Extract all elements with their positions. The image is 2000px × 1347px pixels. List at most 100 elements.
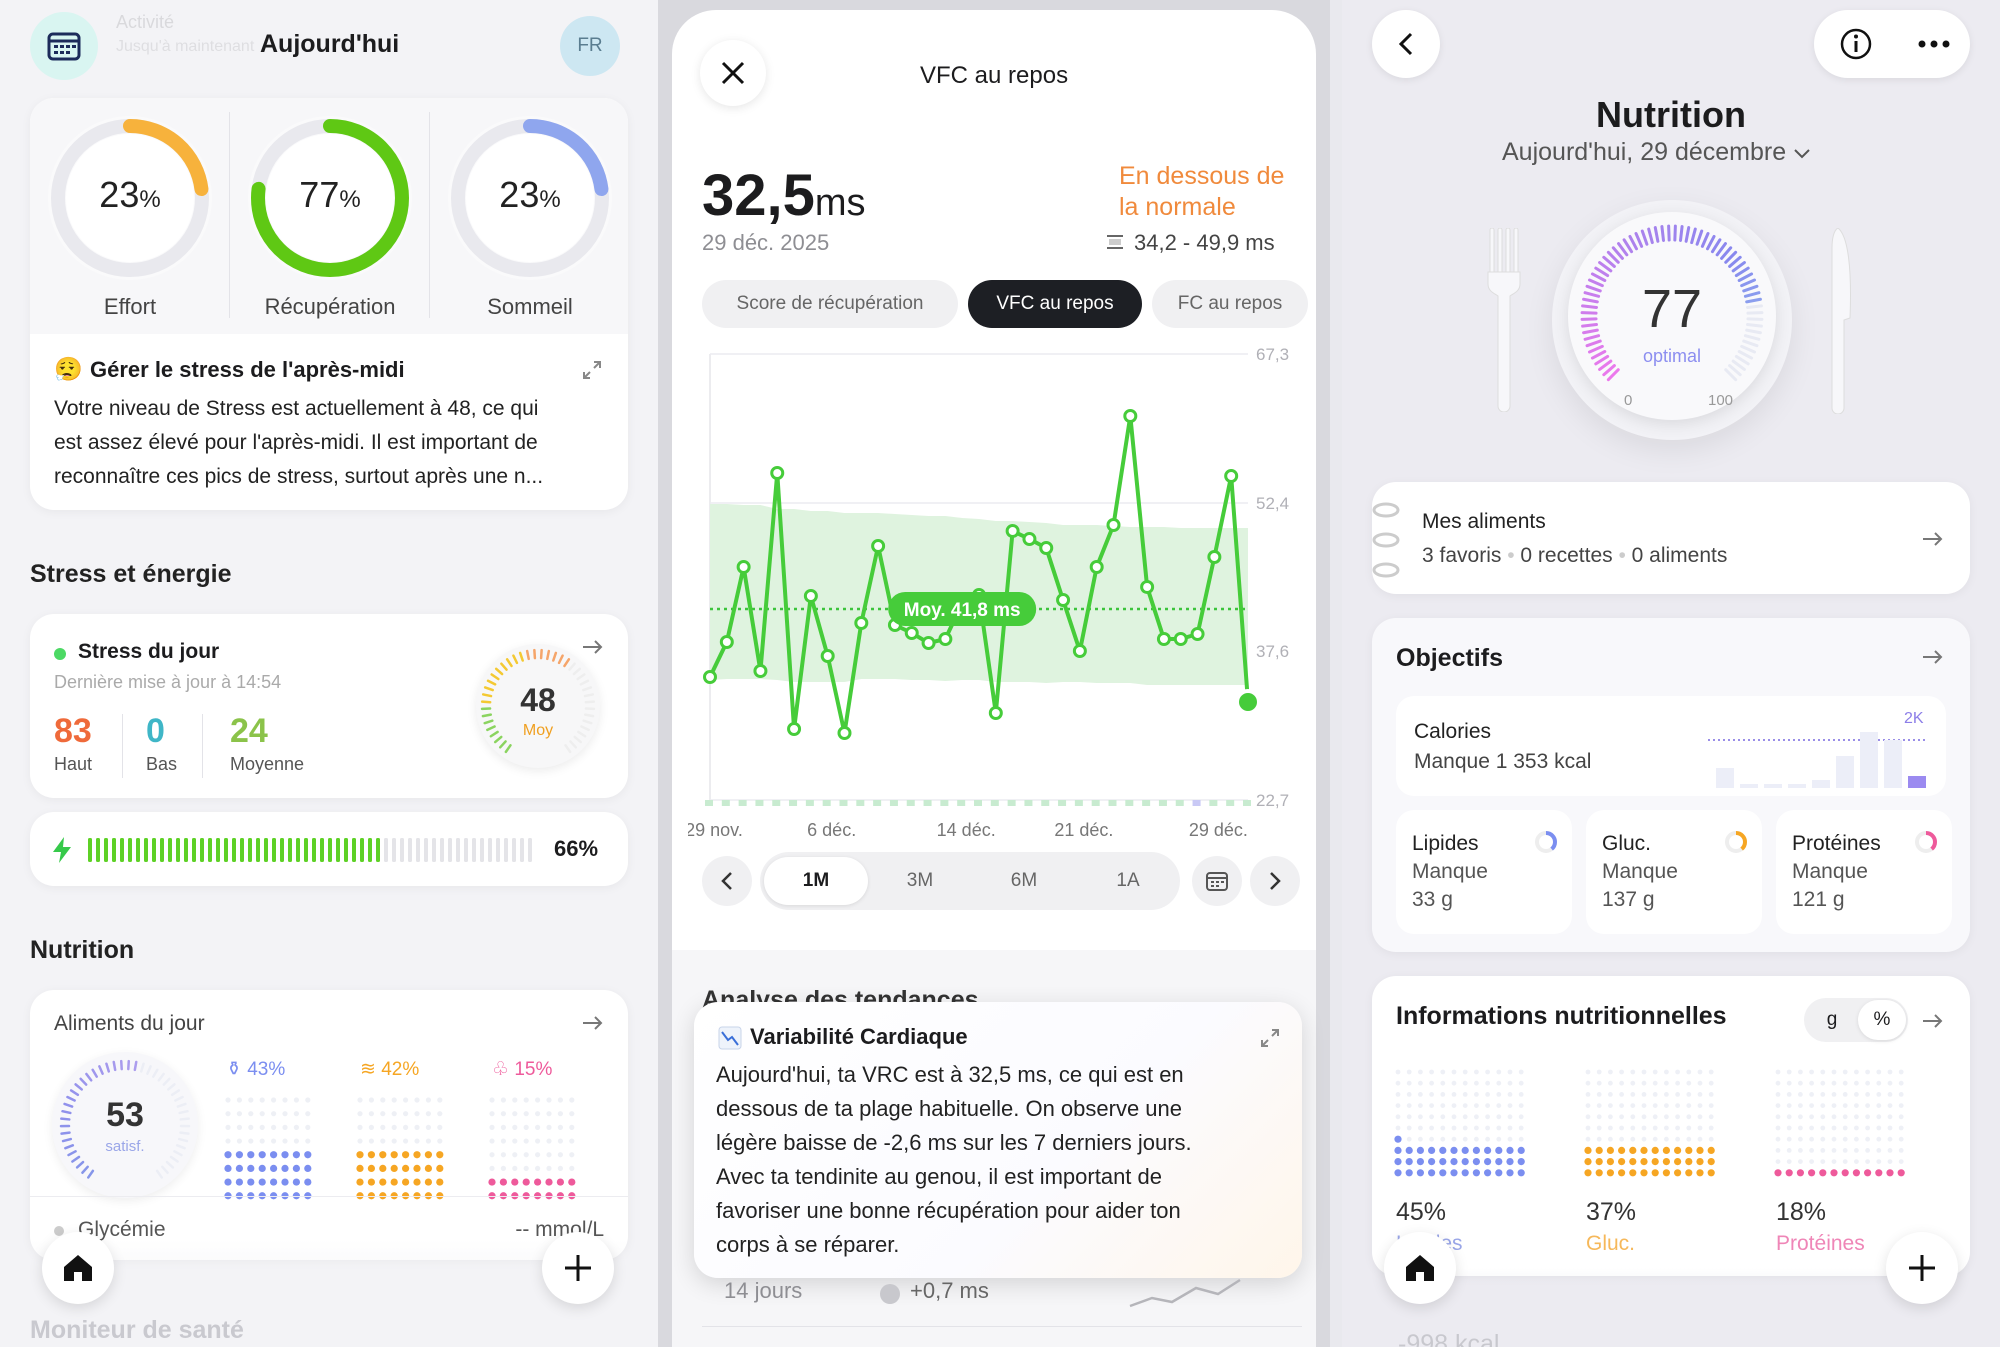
carbs-pct: 37% bbox=[1586, 1198, 1637, 1226]
avatar[interactable]: FR bbox=[560, 16, 620, 76]
average-label-pill bbox=[888, 592, 1037, 626]
hrv-insight-popover[interactable]: Variabilité Cardiaque Aujourd'hui, ta VR… bbox=[694, 1002, 1302, 1278]
nutrition-info-card[interactable]: Informations nutritionnelles g % 45% Lip… bbox=[1372, 976, 1970, 1276]
macro-progress-icon bbox=[1915, 831, 1937, 853]
tab-resting-hr[interactable]: FC au repos bbox=[1152, 280, 1308, 328]
macro-label: Lipides bbox=[1412, 832, 1479, 855]
status-dot bbox=[54, 648, 66, 660]
calories-tile[interactable]: Calories Manque 1 353 kcal 2K bbox=[1396, 696, 1946, 796]
energy-card[interactable]: 66% bbox=[30, 812, 628, 886]
data-coverage-tick bbox=[721, 800, 730, 806]
ring-value-number: 23 bbox=[99, 174, 140, 215]
tab-recovery-score[interactable]: Score de récupération bbox=[702, 280, 958, 328]
ring-2[interactable]: 23% bbox=[440, 108, 620, 288]
add-button[interactable] bbox=[542, 1232, 614, 1304]
arrow-right-icon[interactable] bbox=[582, 1014, 604, 1032]
nutrition-score-label: optimal bbox=[1642, 346, 1702, 366]
data-point bbox=[1039, 541, 1054, 555]
home-button[interactable] bbox=[42, 1232, 114, 1304]
data-point bbox=[1005, 524, 1020, 538]
macro-dot-grid bbox=[224, 1097, 576, 1200]
summary-card[interactable]: 23% Effort 77% Récupération 23% Sommeil 😮‍💨 G… bbox=[30, 98, 628, 510]
hrv-pane: VFC au repos 32,5ms 29 déc. 2025 En dess… bbox=[658, 0, 1330, 1347]
glycemie-label: Glycémie bbox=[78, 1218, 166, 1241]
average-label: Moy. 41,8 ms bbox=[904, 600, 1021, 621]
calendar-button[interactable] bbox=[30, 12, 98, 80]
macro-1-pct: ⚱ 43% bbox=[226, 1058, 285, 1081]
macro-3-pct-value: 15% bbox=[514, 1059, 553, 1080]
macro-progress-icon bbox=[1535, 831, 1557, 853]
home-button[interactable] bbox=[1384, 1232, 1456, 1304]
food-card[interactable]: Aliments du jour 53 satisf. ⚱ 43% ≋ 42% … bbox=[30, 990, 628, 1260]
macro-value: 121 g bbox=[1792, 888, 1845, 911]
meat-icon: ♧ bbox=[492, 1059, 515, 1080]
close-button[interactable] bbox=[700, 40, 766, 106]
tab-hrv[interactable]: VFC au repos bbox=[968, 280, 1142, 328]
data-coverage-tick bbox=[1243, 800, 1251, 806]
calendar-button[interactable] bbox=[1192, 856, 1242, 906]
insight-line-3: légère baisse de -2,6 ms sur les 7 derni… bbox=[716, 1130, 1192, 1155]
page-title: Nutrition bbox=[1596, 94, 1746, 135]
arrow-right-icon[interactable] bbox=[582, 638, 604, 656]
stress-title: Stress du jour bbox=[78, 640, 220, 663]
more-button[interactable] bbox=[1904, 14, 1964, 74]
unit-percent[interactable]: % bbox=[1858, 1000, 1906, 1040]
expand-icon[interactable] bbox=[1260, 1028, 1280, 1048]
data-point bbox=[1022, 532, 1037, 546]
macro-tile[interactable]: Lipides Manque 33 g bbox=[1396, 810, 1572, 934]
food-score: 53 bbox=[106, 1096, 144, 1134]
x-tick-label: 6 déc. bbox=[807, 820, 856, 840]
y-tick-label: 67,3 bbox=[1256, 345, 1289, 364]
calorie-day-bar bbox=[1764, 784, 1782, 788]
today-pane: Activité Jusqu'à maintenant Aujourd'hui … bbox=[0, 0, 658, 1347]
data-point bbox=[854, 616, 869, 630]
nutrition-score-gauge: 77 optimal 0 100 bbox=[1568, 212, 1776, 420]
insight-title: Gérer le stress de l'après-midi bbox=[90, 357, 405, 382]
back-button[interactable] bbox=[1372, 10, 1440, 78]
hrv-chart[interactable]: 67,3 52,4 37,6 22,7 Moy. 41,8 ms 29 nov. 6 déc… bbox=[688, 340, 1318, 840]
home-icon bbox=[1406, 1255, 1434, 1281]
date-selector[interactable]: Aujourd'hui, 29 décembre bbox=[1502, 138, 1811, 167]
progress-ring-icon bbox=[448, 116, 612, 280]
stress-avg-label: Moyenne bbox=[230, 754, 305, 774]
info-button[interactable] bbox=[1826, 14, 1886, 74]
x-tick-label: 29 nov. bbox=[688, 820, 743, 840]
insight-line-5: favoriser une bonne récupération pour ai… bbox=[716, 1198, 1181, 1223]
chevron-left-icon bbox=[721, 872, 732, 890]
stress-card[interactable]: Stress du jour Dernière mise à jour à 14… bbox=[30, 614, 628, 798]
data-coverage-tick bbox=[873, 800, 882, 806]
data-point bbox=[921, 636, 936, 650]
insight-line-4: Avec ta tendinite au genou, il est impor… bbox=[716, 1164, 1162, 1189]
data-point bbox=[770, 466, 785, 480]
ring-0[interactable]: 23% bbox=[40, 108, 220, 288]
macro-tile[interactable]: Gluc. Manque 137 g bbox=[1586, 810, 1762, 934]
macro-label: Protéines bbox=[1792, 832, 1881, 855]
period-3m[interactable]: 3M bbox=[906, 870, 934, 891]
data-coverage-tick bbox=[990, 800, 999, 806]
data-coverage-tick bbox=[856, 800, 865, 806]
progress-ring-icon bbox=[48, 116, 212, 280]
info-icon bbox=[1840, 28, 1872, 60]
period-6m[interactable]: 6M bbox=[1010, 870, 1038, 891]
next-period-button[interactable] bbox=[1250, 856, 1300, 906]
objectives-card[interactable]: Objectifs Calories Manque 1 353 kcal 2K … bbox=[1372, 618, 1970, 952]
period-1m[interactable]: 1M bbox=[764, 857, 868, 905]
unit-grams[interactable]: g bbox=[1826, 1009, 1838, 1030]
my-foods-card[interactable]: Mes aliments 3 favoris • 0 recettes • 0 … bbox=[1372, 482, 1970, 594]
expand-icon[interactable] bbox=[582, 360, 602, 380]
ring-1[interactable]: 77% bbox=[240, 108, 420, 288]
range-icon bbox=[1107, 235, 1123, 249]
arrow-right-icon[interactable] bbox=[1922, 1012, 1944, 1030]
data-point bbox=[1190, 627, 1205, 641]
data-coverage-tick bbox=[789, 800, 798, 806]
stress-low-label: Bas bbox=[146, 754, 178, 774]
calorie-target: 2K bbox=[1904, 710, 1924, 727]
period-1a[interactable]: 1A bbox=[1116, 870, 1140, 891]
data-point bbox=[736, 560, 751, 574]
gauge-ticks bbox=[59, 1059, 191, 1179]
macro-tile[interactable]: Protéines Manque 121 g bbox=[1776, 810, 1952, 934]
calories-mini-chart bbox=[1708, 732, 1928, 788]
add-button[interactable] bbox=[1886, 1232, 1958, 1304]
objectives-title: Objectifs bbox=[1396, 644, 1503, 672]
prev-period-button[interactable] bbox=[702, 856, 752, 906]
